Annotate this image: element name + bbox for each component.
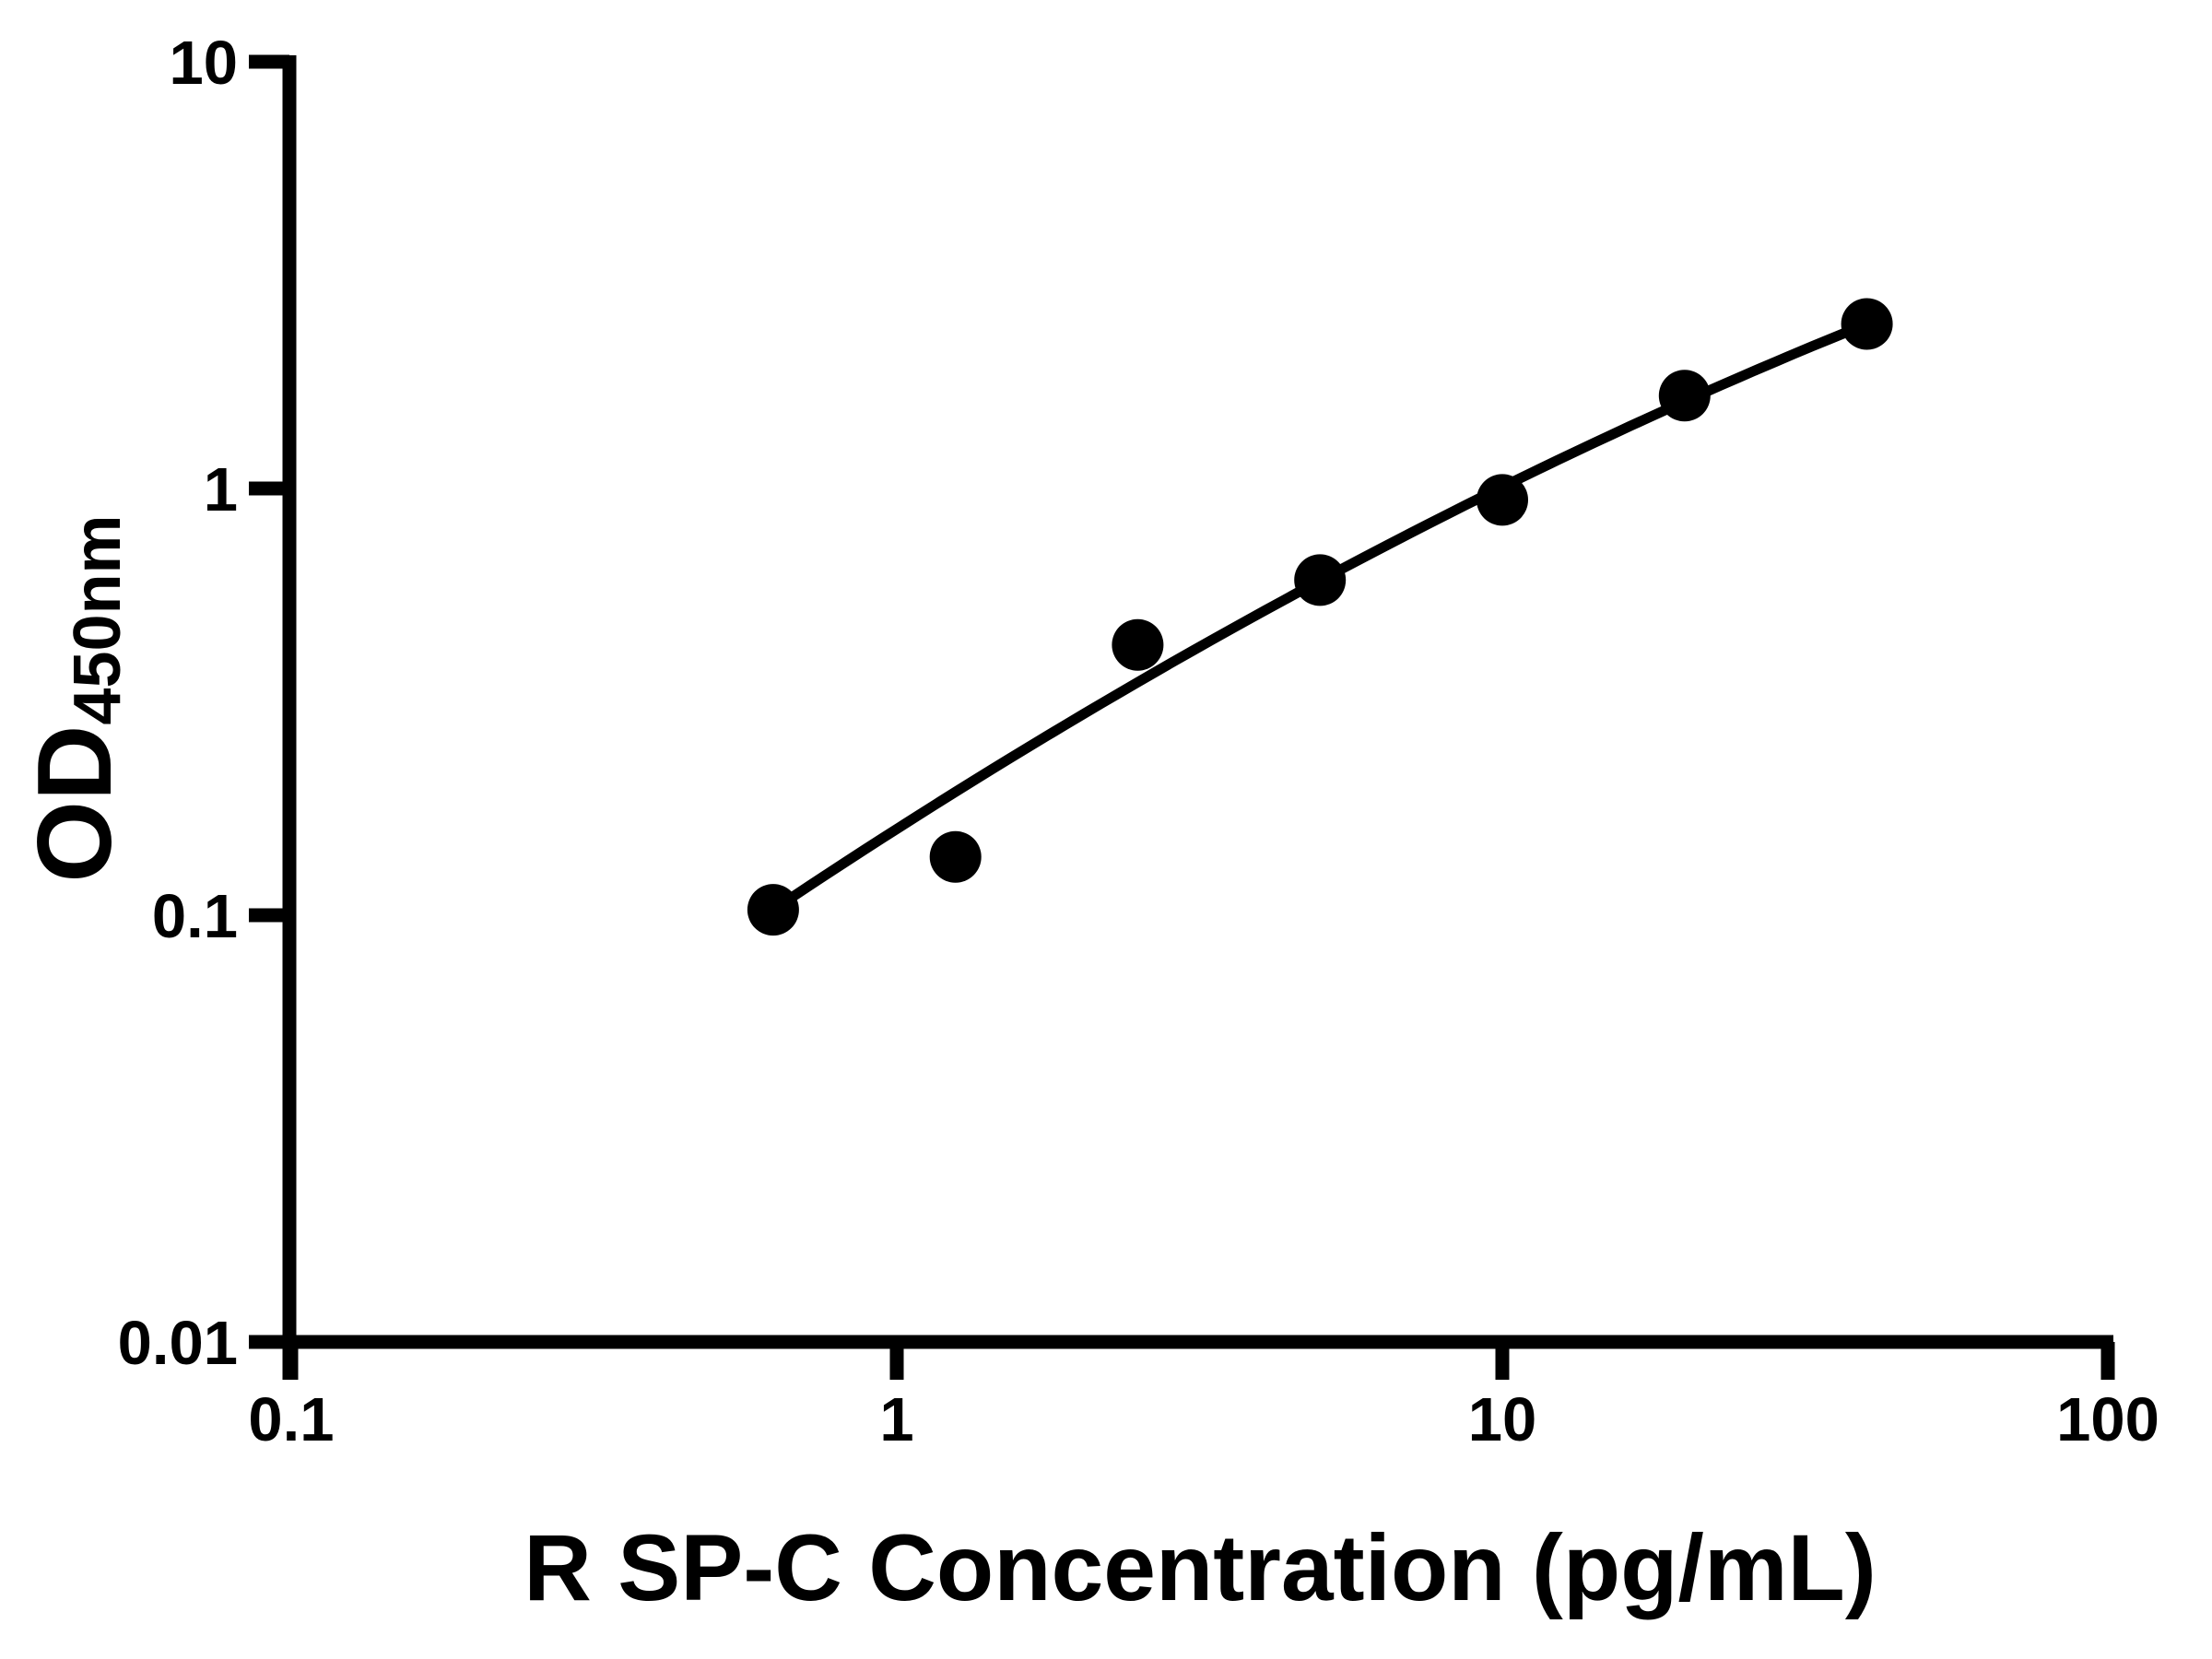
y-axis-tick-label: 1: [204, 455, 238, 524]
data-point: [1477, 474, 1528, 526]
data-point: [1294, 554, 1347, 606]
x-axis-tick-label: 1: [879, 1385, 913, 1454]
x-axis-tick-label: 10: [1468, 1385, 1537, 1454]
data-point: [929, 830, 982, 883]
y-axis-tick-label: 0.01: [118, 1309, 238, 1378]
data-point: [747, 884, 799, 936]
y-axis-tick-label: 10: [169, 29, 238, 98]
axis-ticks: [249, 54, 2115, 1380]
data-point: [1112, 618, 1164, 671]
data-points: [747, 298, 1893, 936]
x-axis-tick-label: 100: [2056, 1385, 2159, 1454]
axes: [251, 55, 2113, 1380]
x-axis-tick-label: 0.1: [248, 1385, 334, 1454]
y-axis-title-main: OD: [17, 725, 134, 883]
y-axis-title-subscript: 450nm: [61, 514, 135, 724]
data-point: [1658, 370, 1711, 422]
data-point: [1841, 298, 1893, 350]
x-axis-title: R SP-C Concentration (pg/mL): [524, 1515, 1877, 1620]
y-axis-tick-label: 0.1: [152, 882, 238, 951]
y-axis-title: OD450nm: [17, 514, 135, 882]
